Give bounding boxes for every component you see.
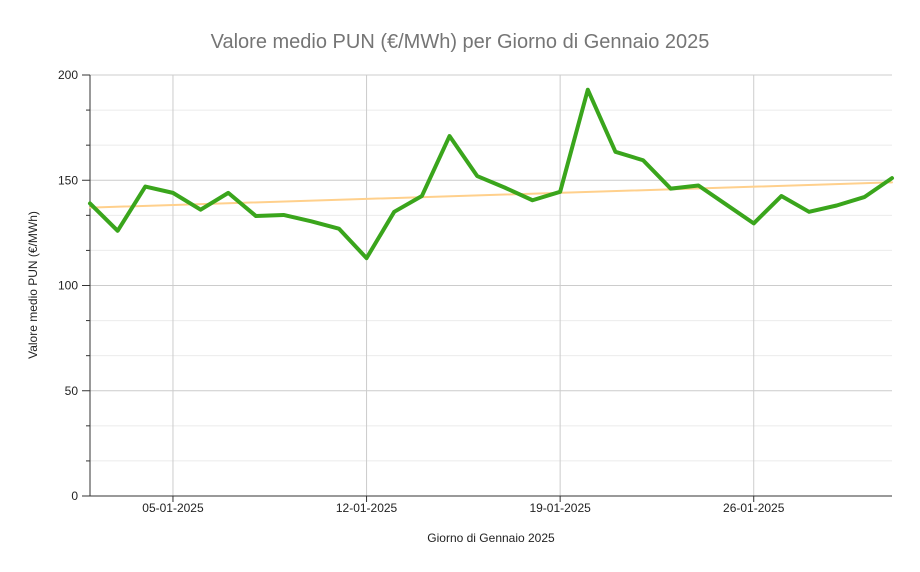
grid [90,74,892,496]
x-tick-label: 26-01-2025 [723,501,785,515]
series [88,87,894,261]
y-tick-label: 100 [58,279,78,293]
trend-line [89,181,893,209]
x-axis-label: Giorno di Gennaio 2025 [427,531,555,545]
y-tick-label: 0 [71,489,78,503]
axes [82,74,892,502]
y-axis-label: Valore medio PUN (€/MWh) [26,211,40,359]
y-tick-label: 200 [58,68,78,82]
tick-labels: 0 50 100 150 200 05-01-2025 12-01-2025 19-01-20… [58,68,785,515]
y-tick-label: 50 [65,384,79,398]
chart-title: Valore medio PUN (€/MWh) per Giorno di G… [211,31,710,53]
x-tick-label: 19-01-2025 [529,501,591,515]
x-tick-label: 12-01-2025 [336,501,398,515]
y-tick-label: 150 [58,173,78,187]
series-line [88,87,894,261]
x-tick-label: 05-01-2025 [142,501,204,515]
